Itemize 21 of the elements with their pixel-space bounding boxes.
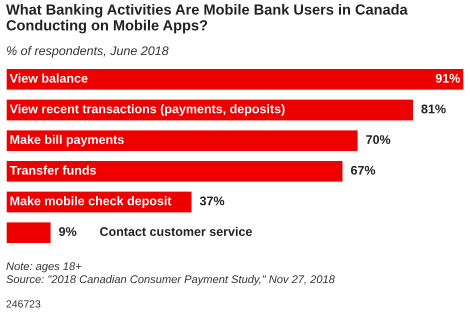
bar	[6, 220, 52, 244]
y-tick-label: Make bill payments	[10, 134, 124, 146]
bar	[6, 160, 344, 184]
source-note: Source: "2018 Canadian Consumer Payment Study," Nov 27, 2018	[6, 275, 335, 286]
text: 246723	[6, 300, 40, 308]
data-label: 37%	[200, 196, 224, 206]
y-tick-label: View recent transactions (payments, deposits)	[10, 104, 285, 116]
bar	[6, 68, 464, 92]
bar	[6, 128, 360, 152]
chart-title: What Banking Activities Are Mobile Bank Users in Canada Conducting on Mobile Apps?	[6, 4, 408, 34]
text: Note: ages 18+	[6, 262, 82, 272]
y-tick-label: Transfer funds	[10, 166, 96, 175]
chart-subtitle: % of respondents, June 2018	[6, 46, 169, 58]
y-tick-label: View balance	[10, 74, 88, 83]
data-label: 9%	[59, 227, 76, 236]
data-label: 67%	[350, 166, 376, 175]
data-label: 81%	[421, 104, 446, 114]
data-label: 70%	[366, 135, 390, 144]
y-tick-label: Contact customer service	[100, 226, 252, 236]
data-label: 91%	[436, 74, 460, 83]
y-tick-label: Make mobile check deposit	[10, 196, 172, 208]
